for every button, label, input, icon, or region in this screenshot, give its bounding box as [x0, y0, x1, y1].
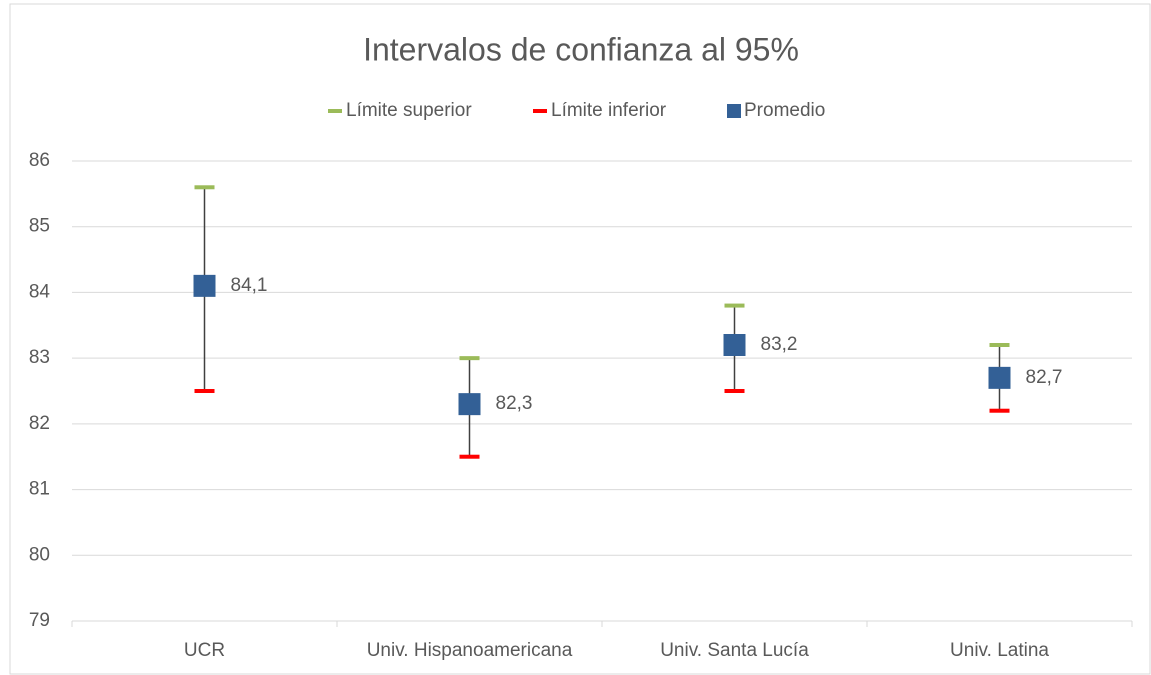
- value-label: 82,3: [496, 393, 533, 414]
- legend: Límite superior Límite inferior Promedio: [328, 100, 825, 121]
- chart-frame: [9, 3, 1151, 675]
- value-label: 83,2: [761, 334, 798, 355]
- y-tick-label: 80: [29, 544, 50, 565]
- lower-marker: [459, 454, 480, 459]
- y-tick-label: 82: [29, 413, 50, 434]
- legend-label: Límite superior: [346, 100, 472, 121]
- upper-marker: [459, 356, 480, 361]
- upper-marker: [724, 303, 745, 308]
- x-tick-label: Univ. Hispanoamericana: [367, 640, 573, 661]
- lower-marker: [724, 389, 745, 393]
- legend-label: Límite inferior: [551, 100, 667, 121]
- mean-marker: [458, 393, 481, 416]
- value-label: 84,1: [231, 275, 268, 296]
- chart-title: Intervalos de confianza al 95%: [363, 31, 799, 67]
- x-tick-label: Univ. Santa Lucía: [660, 640, 809, 661]
- y-tick-label: 85: [29, 216, 50, 237]
- legend-swatch: [328, 109, 342, 113]
- y-tick-label: 79: [29, 610, 50, 631]
- y-tick-label: 83: [29, 347, 50, 368]
- lower-marker: [194, 389, 215, 393]
- x-tick-label: Univ. Latina: [950, 640, 1049, 661]
- legend-label: Promedio: [744, 100, 825, 121]
- mean-marker: [988, 366, 1011, 389]
- legend-swatch: [533, 109, 547, 113]
- upper-marker: [194, 185, 215, 190]
- upper-marker: [989, 343, 1010, 347]
- mean-marker: [193, 274, 216, 297]
- mean-marker: [723, 334, 746, 356]
- legend-swatch: [727, 104, 741, 118]
- x-tick-label: UCR: [184, 640, 225, 661]
- y-tick-label: 81: [29, 479, 50, 500]
- lower-marker: [989, 408, 1010, 413]
- y-tick-label: 84: [29, 281, 51, 302]
- y-tick-label: 86: [29, 150, 50, 171]
- value-label: 82,7: [1026, 367, 1063, 388]
